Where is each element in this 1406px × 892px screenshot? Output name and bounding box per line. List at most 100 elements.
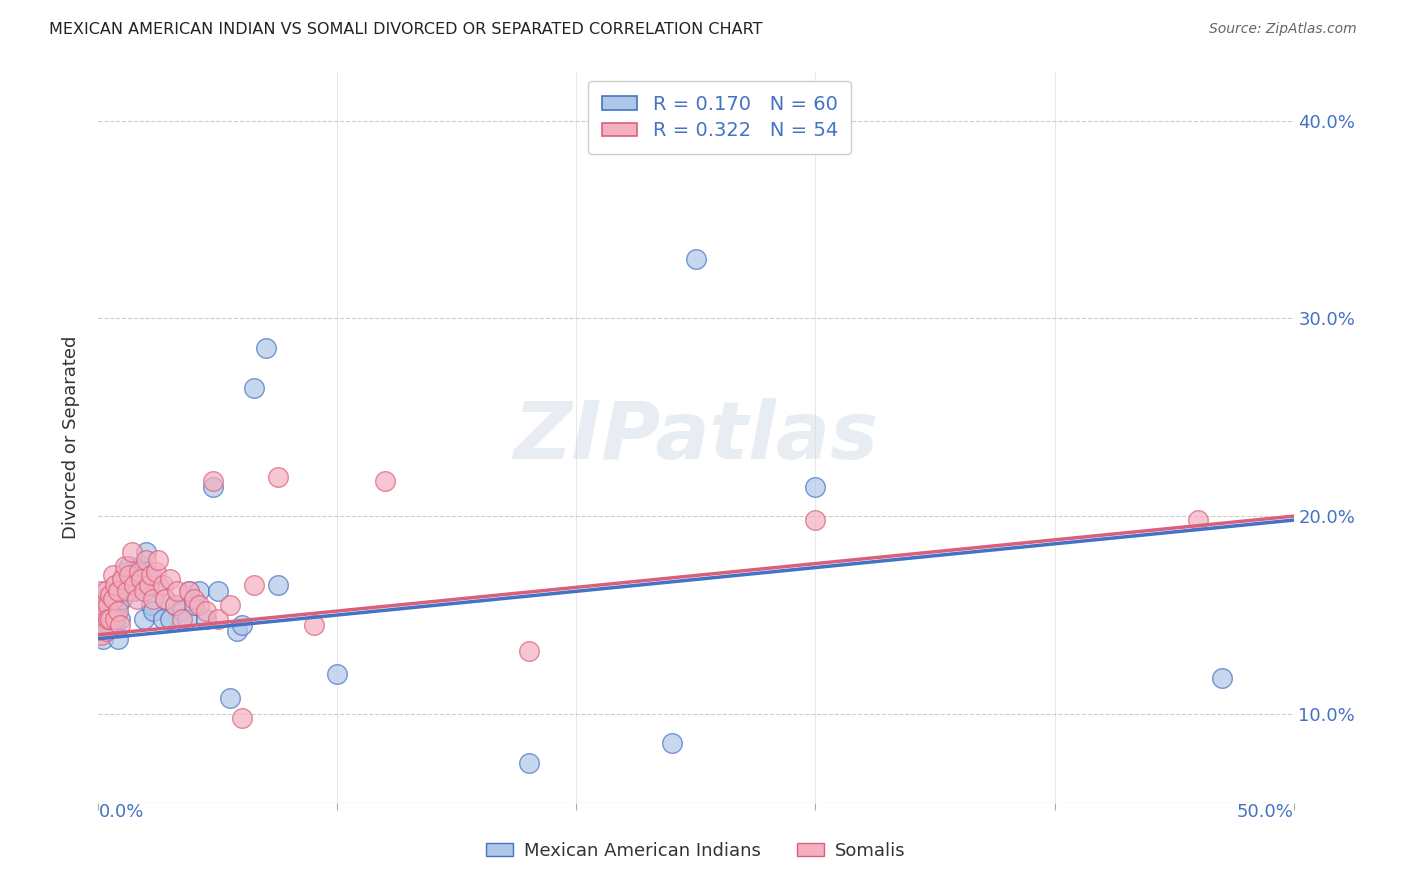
- Point: [124, 568, 146, 582]
- Point: [90, 624, 112, 638]
- Point: [94, 624, 117, 638]
- Point: [135, 545, 157, 559]
- Point: [90, 628, 112, 642]
- Point: [804, 513, 827, 527]
- Point: [155, 592, 177, 607]
- Point: [90, 584, 112, 599]
- Point: [243, 578, 266, 592]
- Point: [163, 598, 186, 612]
- Point: [231, 618, 253, 632]
- Point: [91, 592, 114, 607]
- Point: [97, 588, 120, 602]
- Point: [172, 612, 194, 626]
- Point: [207, 584, 229, 599]
- Point: [118, 568, 141, 582]
- Point: [326, 667, 349, 681]
- Point: [111, 573, 134, 587]
- Point: [1187, 513, 1209, 527]
- Point: [517, 643, 540, 657]
- Point: [148, 578, 170, 592]
- Point: [254, 341, 277, 355]
- Point: [1211, 671, 1233, 685]
- Text: ZIPatlas: ZIPatlas: [513, 398, 879, 476]
- Point: [107, 584, 129, 599]
- Text: MEXICAN AMERICAN INDIAN VS SOMALI DIVORCED OR SEPARATED CORRELATION CHART: MEXICAN AMERICAN INDIAN VS SOMALI DIVORC…: [49, 22, 762, 37]
- Point: [243, 381, 266, 395]
- Point: [128, 565, 150, 579]
- Point: [159, 612, 181, 626]
- Point: [139, 598, 162, 612]
- Point: [176, 612, 198, 626]
- Point: [163, 598, 186, 612]
- Point: [114, 565, 136, 579]
- Point: [97, 598, 120, 612]
- Point: [111, 573, 134, 587]
- Point: [104, 618, 127, 632]
- Point: [219, 598, 242, 612]
- Point: [172, 604, 194, 618]
- Point: [267, 578, 290, 592]
- Point: [90, 612, 112, 626]
- Point: [139, 573, 162, 587]
- Point: [183, 598, 205, 612]
- Point: [302, 618, 325, 632]
- Point: [107, 604, 129, 618]
- Point: [101, 568, 124, 582]
- Point: [187, 598, 209, 612]
- Point: [159, 573, 181, 587]
- Point: [91, 632, 114, 646]
- Point: [124, 578, 146, 592]
- Text: Source: ZipAtlas.com: Source: ZipAtlas.com: [1209, 22, 1357, 37]
- Point: [804, 479, 827, 493]
- Point: [125, 592, 148, 607]
- Point: [108, 612, 131, 626]
- Point: [121, 545, 143, 559]
- Point: [202, 479, 225, 493]
- Point: [166, 584, 188, 599]
- Point: [107, 632, 129, 646]
- Point: [107, 598, 129, 612]
- Point: [108, 618, 131, 632]
- Point: [135, 552, 157, 566]
- Point: [101, 592, 124, 607]
- Point: [219, 691, 242, 706]
- Point: [195, 604, 218, 618]
- Point: [98, 588, 122, 602]
- Point: [98, 620, 122, 634]
- Point: [179, 584, 201, 599]
- Point: [98, 612, 122, 626]
- Point: [145, 565, 167, 579]
- Point: [101, 592, 124, 607]
- Point: [195, 612, 218, 626]
- Point: [138, 578, 160, 592]
- Point: [111, 592, 134, 607]
- Point: [202, 474, 225, 488]
- Point: [131, 558, 153, 573]
- Point: [91, 612, 114, 626]
- Point: [142, 604, 165, 618]
- Point: [118, 558, 141, 573]
- Point: [97, 612, 120, 626]
- Point: [517, 756, 540, 771]
- Point: [267, 469, 290, 483]
- Point: [142, 592, 165, 607]
- Point: [104, 584, 127, 599]
- Point: [98, 604, 122, 618]
- Point: [94, 618, 117, 632]
- Point: [152, 612, 174, 626]
- Point: [125, 578, 148, 592]
- Point: [187, 584, 209, 599]
- Point: [685, 252, 707, 267]
- Point: [183, 592, 205, 607]
- Point: [179, 584, 201, 599]
- Point: [155, 592, 177, 607]
- Point: [114, 582, 136, 597]
- Y-axis label: Divorced or Separated: Divorced or Separated: [62, 335, 80, 539]
- Point: [91, 598, 114, 612]
- Point: [661, 737, 683, 751]
- Point: [128, 568, 150, 582]
- Point: [132, 612, 155, 626]
- Point: [374, 474, 396, 488]
- Legend: Mexican American Indians, Somalis: Mexican American Indians, Somalis: [479, 835, 912, 867]
- Point: [132, 584, 155, 599]
